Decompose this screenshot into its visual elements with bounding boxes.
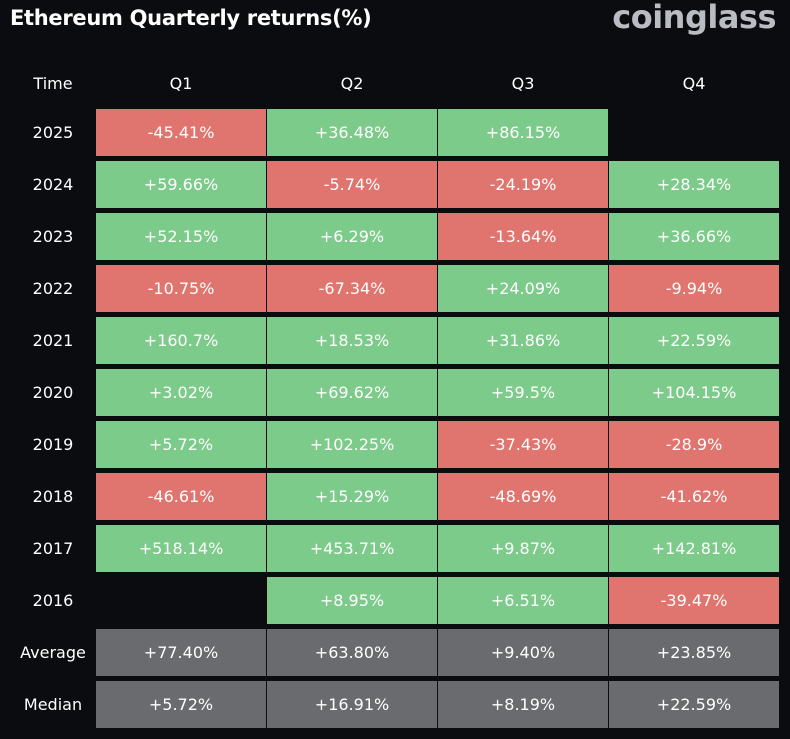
- return-cell: +142.81%: [609, 525, 779, 572]
- return-cell: -5.74%: [267, 161, 437, 208]
- return-cell: +59.66%: [96, 161, 266, 208]
- return-cell: -67.34%: [267, 265, 437, 312]
- brand-logo: coinglass: [612, 0, 776, 36]
- return-cell: -46.61%: [96, 473, 266, 520]
- return-cell: +104.15%: [609, 369, 779, 416]
- corner-label: Time: [33, 73, 73, 93]
- return-cell: +5.72%: [96, 421, 266, 468]
- return-cell: +22.59%: [609, 681, 779, 728]
- return-cell: +77.40%: [96, 629, 266, 676]
- row-label-2016: 2016: [32, 591, 74, 610]
- row-label-2024: 2024: [32, 175, 74, 194]
- row-label-2021: 2021: [32, 331, 74, 350]
- row-label-2017: 2017: [32, 539, 74, 558]
- return-cell: +31.86%: [438, 317, 608, 364]
- return-cell: +36.66%: [609, 213, 779, 260]
- return-cell: -28.9%: [609, 421, 779, 468]
- return-cell: +23.85%: [609, 629, 779, 676]
- return-cell: +15.29%: [267, 473, 437, 520]
- return-cell: +22.59%: [609, 317, 779, 364]
- return-cell: +6.51%: [438, 577, 608, 624]
- return-cell: +86.15%: [438, 109, 608, 156]
- row-label-2025: 2025: [32, 123, 74, 142]
- row-label-2018: 2018: [32, 487, 74, 506]
- return-cell: -39.47%: [609, 577, 779, 624]
- column-header-q3: Q3: [511, 73, 535, 93]
- return-cell: -45.41%: [96, 109, 266, 156]
- return-cell: +5.72%: [96, 681, 266, 728]
- return-cell: +69.62%: [267, 369, 437, 416]
- return-cell: -9.94%: [609, 265, 779, 312]
- return-cell: +8.19%: [438, 681, 608, 728]
- return-cell: -24.19%: [438, 161, 608, 208]
- return-cell: +3.02%: [96, 369, 266, 416]
- return-cell: -41.62%: [609, 473, 779, 520]
- return-cell: +59.5%: [438, 369, 608, 416]
- return-cell: +453.71%: [267, 525, 437, 572]
- return-cell: +28.34%: [609, 161, 779, 208]
- return-cell: -10.75%: [96, 265, 266, 312]
- row-label-median: Median: [23, 695, 83, 714]
- return-cell: +9.40%: [438, 629, 608, 676]
- row-label-2019: 2019: [32, 435, 74, 454]
- return-cell: +160.7%: [96, 317, 266, 364]
- column-header-q4: Q4: [682, 73, 706, 93]
- return-cell: +518.14%: [96, 525, 266, 572]
- return-cell: -37.43%: [438, 421, 608, 468]
- chart-title: Ethereum Quarterly returns(%): [10, 6, 372, 30]
- return-cell: +52.15%: [96, 213, 266, 260]
- row-label-2020: 2020: [32, 383, 74, 402]
- return-cell: +24.09%: [438, 265, 608, 312]
- row-label-2022: 2022: [32, 279, 74, 298]
- return-cell: +8.95%: [267, 577, 437, 624]
- return-cell: +102.25%: [267, 421, 437, 468]
- column-header-q1: Q1: [169, 73, 193, 93]
- return-cell: +63.80%: [267, 629, 437, 676]
- return-cell: +6.29%: [267, 213, 437, 260]
- return-cell: +9.87%: [438, 525, 608, 572]
- return-cell: -13.64%: [438, 213, 608, 260]
- return-cell: +36.48%: [267, 109, 437, 156]
- return-cell: +18.53%: [267, 317, 437, 364]
- column-header-q2: Q2: [340, 73, 364, 93]
- return-cell: +16.91%: [267, 681, 437, 728]
- row-label-2023: 2023: [32, 227, 74, 246]
- return-cell: -48.69%: [438, 473, 608, 520]
- row-label-average: Average: [20, 643, 86, 662]
